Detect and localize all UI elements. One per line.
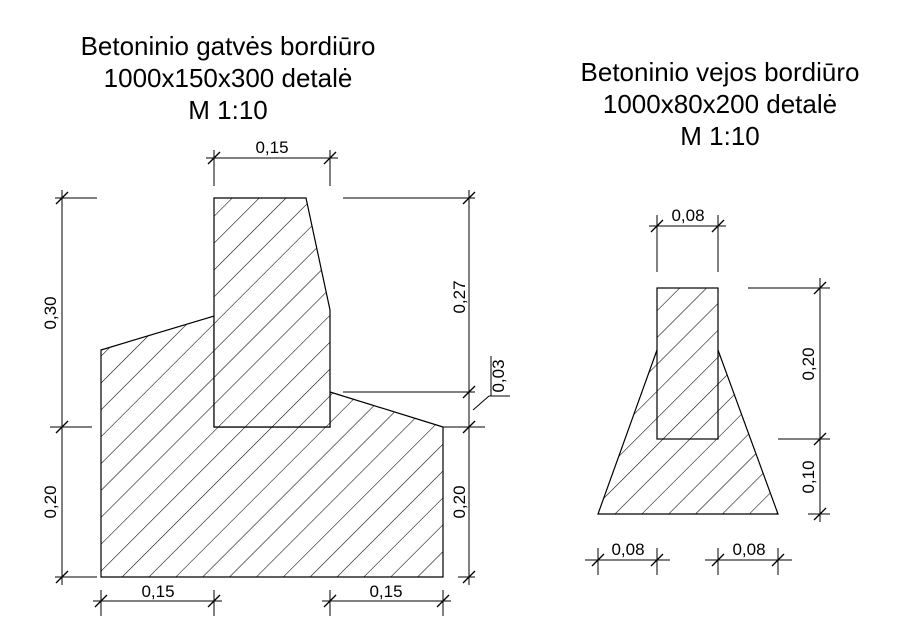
dim-lawn-top-width: 0,08 [649,206,726,272]
dim-right-vertical: 0,27 0,20 0,03 [450,190,510,585]
dim-lawn-bottom-left-label: 0,08 [611,540,644,559]
dim-top-width-label: 0,15 [255,138,288,157]
right-title-line-2: 1000x80x200 detalė [602,89,838,119]
dim-bottom-right: 0,15 [322,582,451,616]
dim-right-lower-label: 0,20 [450,485,469,518]
dim-bottom-left: 0,15 [93,582,222,616]
lawn-curb-detail: 0,08 0,20 0,10 0,08 0 [585,206,830,575]
dim-lawn-right-lower-label: 0,10 [799,460,818,493]
dim-lawn-bottom-right-label: 0,08 [732,540,765,559]
dim-lawn-right-upper-label: 0,20 [799,347,818,380]
dim-top-width: 0,15 [206,138,338,186]
right-detail-title: Betoninio vejos bordiūro 1000x80x200 det… [545,56,895,152]
left-title-line-2: 1000x150x300 detalė [103,63,353,93]
left-title-scale: M 1:10 [188,95,268,125]
dim-lawn-top-width-label: 0,08 [671,206,704,225]
right-title-line-1: Betoninio vejos bordiūro [580,57,860,87]
left-title-line-1: Betoninio gatvės bordiūro [80,31,376,61]
dim-lawn-right-vertical: 0,20 0,10 [799,278,827,522]
dim-left-upper-label: 0,30 [41,296,60,329]
dim-left-lower-label: 0,20 [41,485,60,518]
dim-right-upper-label: 0,27 [450,280,469,313]
left-detail-title: Betoninio gatvės bordiūro 1000x150x300 d… [58,30,398,126]
dim-lawn-bottom-right: 0,08 [705,540,792,575]
right-title-scale: M 1:10 [680,121,760,151]
dim-left-vertical: 0,30 0,20 [41,190,69,585]
street-curb-detail: 0,15 0,30 0,20 0,27 0,20 [41,138,510,616]
dim-bottom-left-label: 0,15 [141,582,174,601]
dim-right-small-label: 0,03 [489,359,508,392]
dim-bottom-right-label: 0,15 [369,582,402,601]
dim-lawn-bottom-left: 0,08 [585,540,670,575]
